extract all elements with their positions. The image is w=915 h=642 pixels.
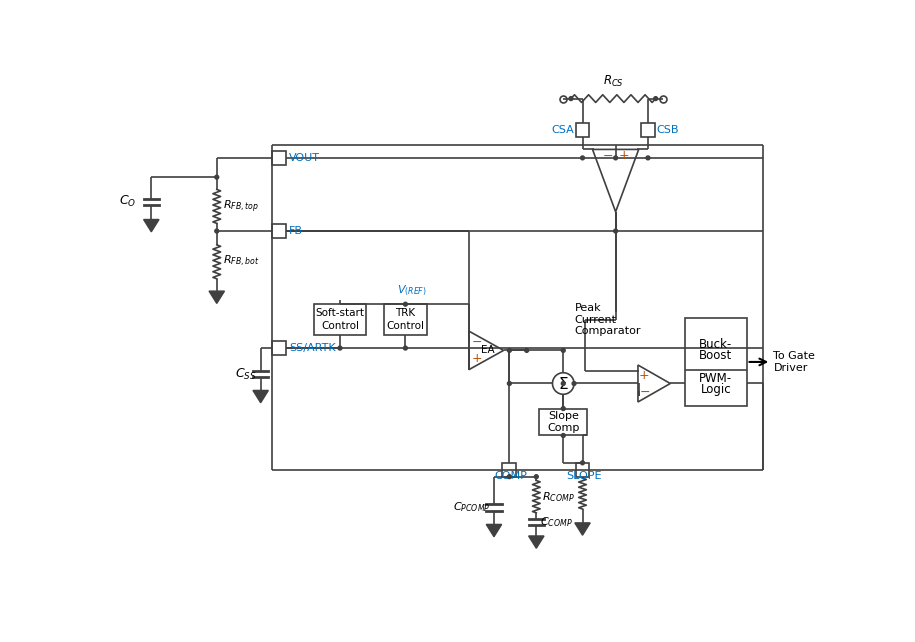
Circle shape bbox=[215, 175, 219, 179]
Bar bbox=[576, 463, 589, 476]
Text: Control: Control bbox=[321, 321, 359, 331]
Text: Soft-start: Soft-start bbox=[316, 308, 364, 318]
Text: $\Sigma$: $\Sigma$ bbox=[558, 376, 568, 392]
Polygon shape bbox=[529, 536, 544, 548]
Circle shape bbox=[525, 349, 529, 352]
Text: FB: FB bbox=[289, 226, 303, 236]
Text: CSA: CSA bbox=[552, 125, 574, 135]
Circle shape bbox=[614, 156, 618, 160]
Polygon shape bbox=[486, 525, 501, 537]
Bar bbox=[272, 151, 286, 165]
Text: $+$: $+$ bbox=[639, 369, 650, 382]
Text: SLOPE: SLOPE bbox=[566, 471, 602, 480]
Bar bbox=[641, 123, 655, 137]
Text: Peak
Current
Comparator: Peak Current Comparator bbox=[575, 303, 641, 336]
Polygon shape bbox=[253, 390, 268, 403]
Bar bbox=[314, 304, 366, 335]
Text: Logic: Logic bbox=[700, 383, 731, 396]
Circle shape bbox=[561, 349, 565, 352]
Text: $C_O$: $C_O$ bbox=[119, 195, 136, 209]
Circle shape bbox=[508, 349, 511, 352]
Text: Boost: Boost bbox=[699, 349, 732, 362]
Text: $R_{FB,bot}$: $R_{FB,bot}$ bbox=[223, 254, 260, 270]
Bar bbox=[502, 463, 516, 476]
Polygon shape bbox=[575, 523, 590, 535]
Bar bbox=[540, 408, 587, 435]
Text: $C_{PCOMP}$: $C_{PCOMP}$ bbox=[453, 501, 490, 514]
Polygon shape bbox=[144, 220, 159, 232]
Bar bbox=[685, 318, 747, 406]
Text: EA: EA bbox=[481, 345, 495, 356]
Bar bbox=[272, 224, 286, 238]
Text: $C_{SS}$: $C_{SS}$ bbox=[235, 367, 257, 382]
Text: CSB: CSB bbox=[656, 125, 679, 135]
Text: COMP: COMP bbox=[494, 471, 527, 480]
Circle shape bbox=[572, 381, 576, 385]
Text: $+$: $+$ bbox=[471, 352, 482, 365]
Circle shape bbox=[561, 406, 565, 410]
Text: $C_{COMP}$: $C_{COMP}$ bbox=[540, 515, 573, 529]
Text: $R_{CS}$: $R_{CS}$ bbox=[603, 74, 624, 89]
Text: To Gate
Driver: To Gate Driver bbox=[773, 351, 815, 373]
Text: $-$: $-$ bbox=[639, 385, 650, 397]
Text: $-$: $-$ bbox=[471, 334, 482, 348]
Circle shape bbox=[508, 381, 511, 385]
Circle shape bbox=[215, 229, 219, 233]
Text: TRK: TRK bbox=[395, 308, 415, 318]
Circle shape bbox=[534, 474, 538, 478]
Circle shape bbox=[569, 97, 573, 101]
Circle shape bbox=[404, 302, 407, 306]
Text: $+$: $+$ bbox=[618, 149, 629, 162]
Text: $R_{FB,top}$: $R_{FB,top}$ bbox=[223, 198, 259, 214]
Bar bbox=[272, 341, 286, 355]
Bar bbox=[384, 304, 426, 335]
Circle shape bbox=[338, 346, 342, 350]
Circle shape bbox=[404, 346, 407, 350]
Text: $R_{COMP}$: $R_{COMP}$ bbox=[543, 490, 576, 503]
Text: Buck-: Buck- bbox=[699, 338, 732, 352]
Text: Comp: Comp bbox=[547, 423, 579, 433]
Circle shape bbox=[561, 433, 565, 437]
Text: VOUT: VOUT bbox=[289, 153, 320, 163]
Bar bbox=[576, 123, 589, 137]
Text: $-$: $-$ bbox=[602, 149, 613, 162]
Text: Slope: Slope bbox=[548, 411, 578, 421]
Circle shape bbox=[646, 156, 650, 160]
Circle shape bbox=[581, 156, 585, 160]
Text: PWM-: PWM- bbox=[699, 372, 732, 385]
Text: $V_{(REF)}$: $V_{(REF)}$ bbox=[397, 284, 427, 298]
Circle shape bbox=[653, 97, 658, 101]
Polygon shape bbox=[209, 291, 224, 304]
Circle shape bbox=[614, 229, 618, 233]
Circle shape bbox=[581, 461, 585, 465]
Text: SS/ARTK: SS/ARTK bbox=[289, 343, 336, 353]
Circle shape bbox=[508, 474, 511, 478]
Text: Control: Control bbox=[386, 321, 425, 331]
Circle shape bbox=[561, 381, 565, 385]
